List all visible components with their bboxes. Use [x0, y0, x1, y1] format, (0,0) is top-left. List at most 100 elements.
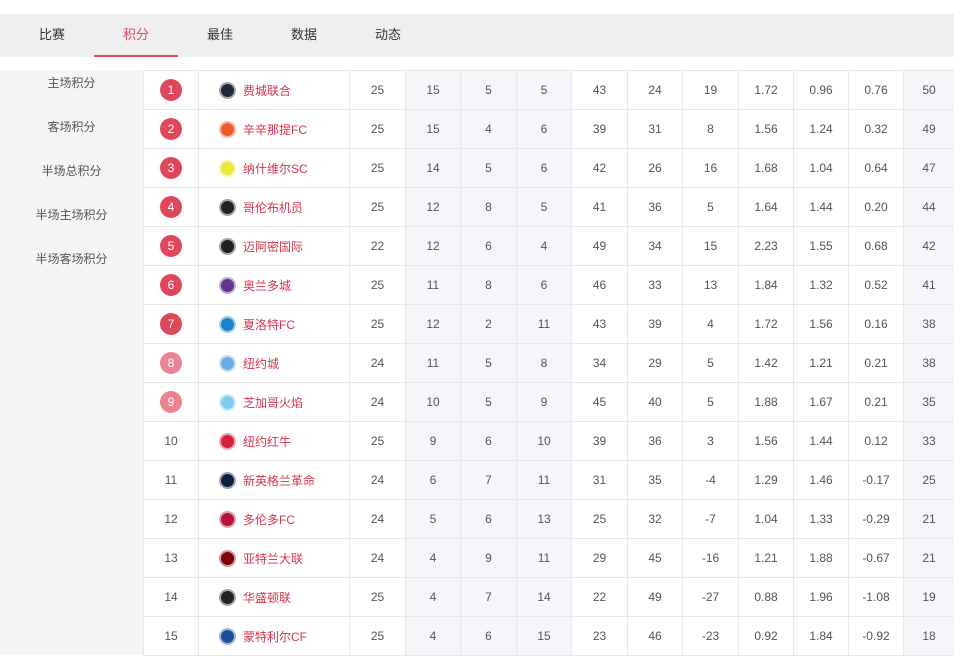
- stat-cell-gf: 41: [572, 188, 628, 227]
- stat-cell-p: 25: [350, 422, 406, 461]
- team-name-link[interactable]: 奥兰多城: [243, 277, 291, 294]
- rank-cell: 8: [144, 344, 199, 383]
- team-name-link[interactable]: 蒙特利尔CF: [243, 628, 307, 645]
- team-name-link[interactable]: 亚特兰大联: [243, 550, 303, 567]
- team-name-link[interactable]: 多伦多FC: [243, 511, 295, 528]
- stat-cell-pts: 25: [904, 461, 954, 500]
- team-cell: 纳什维尔SC: [199, 149, 350, 188]
- rank-cell: 10: [144, 422, 199, 461]
- stat-cell-l: 6: [517, 110, 572, 149]
- team-name-link[interactable]: 纳什维尔SC: [243, 160, 308, 177]
- stat-cell-d: 4: [461, 110, 517, 149]
- team-name-link[interactable]: 哥伦布机员: [243, 199, 303, 216]
- team-logo-icon: [219, 316, 236, 333]
- team-name-link[interactable]: 华盛顿联: [243, 589, 291, 606]
- stat-cell-pts: 33: [904, 422, 954, 461]
- sidebar-item[interactable]: 客场积分: [0, 114, 143, 158]
- stat-cell-gf: 31: [572, 461, 628, 500]
- sidebar-item[interactable]: 主场积分: [0, 70, 143, 114]
- team-name-link[interactable]: 辛辛那提FC: [243, 121, 307, 138]
- tab-3[interactable]: 数据: [262, 14, 346, 57]
- stat-cell-ga: 40: [628, 383, 683, 422]
- stat-cell-a2: 1.84: [794, 617, 849, 656]
- tab-1[interactable]: 积分: [94, 14, 178, 57]
- stat-cell-l: 11: [517, 305, 572, 344]
- tab-2[interactable]: 最佳: [178, 14, 262, 57]
- rank-badge: 13: [164, 551, 177, 565]
- stat-cell-gf: 45: [572, 383, 628, 422]
- stat-cell-d: 5: [461, 344, 517, 383]
- team-name-link[interactable]: 新英格兰革命: [243, 472, 315, 489]
- stat-cell-ga: 31: [628, 110, 683, 149]
- stat-cell-a3: 0.21: [849, 344, 904, 383]
- stat-cell-a1: 1.72: [739, 305, 794, 344]
- stat-cell-d: 5: [461, 383, 517, 422]
- team-logo-icon: [219, 355, 236, 372]
- team-cell: 蒙特利尔CF: [199, 617, 350, 656]
- stat-cell-ga: 26: [628, 149, 683, 188]
- rank-cell: 3: [144, 149, 199, 188]
- stat-cell-w: 4: [406, 539, 461, 578]
- stat-cell-d: 5: [461, 149, 517, 188]
- stat-cell-pts: 18: [904, 617, 954, 656]
- team-logo-icon: [219, 199, 236, 216]
- stat-cell-a2: 1.24: [794, 110, 849, 149]
- stat-cell-a1: 1.29: [739, 461, 794, 500]
- tab-0[interactable]: 比赛: [10, 14, 94, 57]
- stat-cell-w: 11: [406, 344, 461, 383]
- stat-cell-l: 8: [517, 344, 572, 383]
- stat-cell-a3: -0.92: [849, 617, 904, 656]
- stat-cell-a3: -0.29: [849, 500, 904, 539]
- stat-cell-a2: 1.32: [794, 266, 849, 305]
- stat-cell-a1: 1.42: [739, 344, 794, 383]
- team-cell: 纽约红牛: [199, 422, 350, 461]
- stat-cell-pts: 47: [904, 149, 954, 188]
- rank-badge: 9: [160, 391, 182, 413]
- stat-cell-gf: 34: [572, 344, 628, 383]
- stat-cell-gd: 15: [683, 227, 739, 266]
- stat-cell-ga: 39: [628, 305, 683, 344]
- team-logo-icon: [219, 277, 236, 294]
- team-name-link[interactable]: 费城联合: [243, 82, 291, 99]
- stat-cell-gf: 42: [572, 149, 628, 188]
- team-name-link[interactable]: 纽约红牛: [243, 433, 291, 450]
- team-cell: 多伦多FC: [199, 500, 350, 539]
- team-name-link[interactable]: 芝加哥火焰: [243, 394, 303, 411]
- rank-cell: 15: [144, 617, 199, 656]
- stat-cell-w: 11: [406, 266, 461, 305]
- stat-cell-l: 11: [517, 539, 572, 578]
- stat-cell-gd: 5: [683, 383, 739, 422]
- team-name-link[interactable]: 迈阿密国际: [243, 238, 303, 255]
- stat-cell-a1: 1.88: [739, 383, 794, 422]
- stat-cell-pts: 41: [904, 266, 954, 305]
- tab-4[interactable]: 动态: [346, 14, 430, 57]
- stat-cell-ga: 29: [628, 344, 683, 383]
- stat-cell-w: 4: [406, 578, 461, 617]
- team-name-link[interactable]: 纽约城: [243, 355, 279, 372]
- team-name-link[interactable]: 夏洛特FC: [243, 316, 295, 333]
- sidebar-item[interactable]: 半场总积分: [0, 158, 143, 202]
- stat-cell-gf: 39: [572, 110, 628, 149]
- stat-cell-a3: 0.76: [849, 71, 904, 110]
- stat-cell-gf: 23: [572, 617, 628, 656]
- stat-cell-gd: 16: [683, 149, 739, 188]
- stat-cell-l: 6: [517, 149, 572, 188]
- sidebar: 主场积分客场积分半场总积分半场主场积分半场客场积分: [0, 70, 143, 655]
- stat-cell-l: 6: [517, 266, 572, 305]
- stat-cell-gf: 43: [572, 71, 628, 110]
- team-logo-icon: [219, 550, 236, 567]
- rank-badge: 14: [164, 590, 177, 604]
- sidebar-item[interactable]: 半场主场积分: [0, 202, 143, 246]
- stat-cell-d: 8: [461, 266, 517, 305]
- stat-cell-p: 25: [350, 110, 406, 149]
- top-bar: [0, 0, 954, 14]
- sidebar-item[interactable]: 半场客场积分: [0, 246, 143, 290]
- stat-cell-d: 6: [461, 422, 517, 461]
- stat-cell-d: 9: [461, 539, 517, 578]
- stat-cell-w: 15: [406, 110, 461, 149]
